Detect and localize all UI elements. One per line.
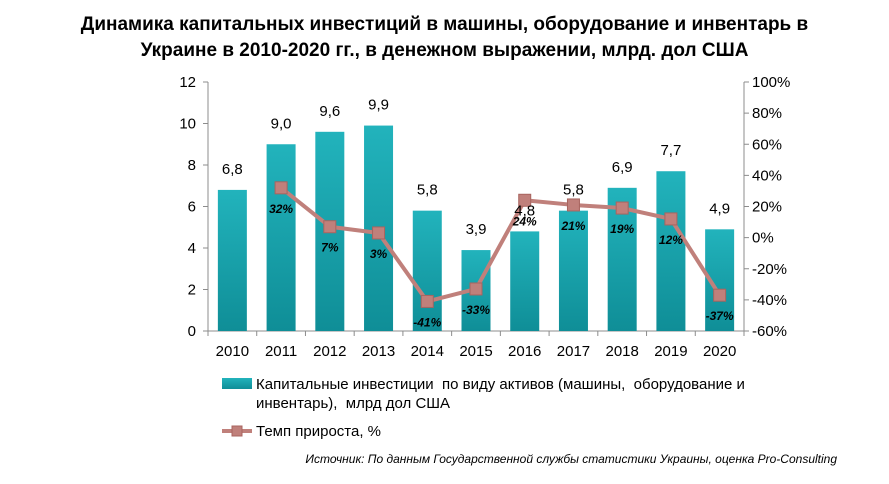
- growth-rate-marker: [518, 193, 532, 207]
- left-tick-label: 4: [188, 240, 196, 257]
- bar: [217, 189, 247, 331]
- left-tick-label: 8: [188, 157, 196, 174]
- growth-rate-marker: [469, 282, 483, 296]
- right-tick-label: 100%: [752, 74, 790, 91]
- left-tick-label: 12: [179, 74, 196, 91]
- growth-rate-label: -41%: [413, 315, 441, 329]
- axes-layer: 0 2 4 6 8 10 12 -60% -40% -20% 0% 20% 40% 60% 80% 100% 2…: [179, 74, 790, 360]
- bar-value-label: 4,8: [514, 202, 535, 219]
- bar-value-label: 3,9: [466, 221, 487, 238]
- chart-title-line-1: Динамика капитальных инвестиций в машины…: [80, 14, 809, 35]
- left-tick-label: 0: [188, 323, 196, 340]
- growth-rate-label: 32%: [269, 202, 293, 216]
- right-tick-label: 60%: [752, 136, 782, 153]
- source-note: Источник: По данным Государственной служ…: [305, 452, 837, 466]
- growth-rate-marker: [420, 294, 434, 308]
- right-tick-label: 20%: [752, 199, 782, 216]
- growth-rate-marker: [566, 198, 580, 212]
- x-tick-label: 2016: [508, 343, 541, 360]
- legend-label-bar: Капитальные инвестиции по виду активов (…: [256, 376, 745, 393]
- x-tick-label: 2020: [703, 343, 736, 360]
- legend: Капитальные инвестиции по виду активов (…: [222, 376, 745, 440]
- x-tick-label: 2014: [411, 343, 444, 360]
- x-tick-label: 2015: [459, 343, 492, 360]
- growth-rate-line: [279, 186, 722, 304]
- growth-rate-marker: [615, 201, 629, 215]
- right-tick-label: -20%: [752, 261, 787, 278]
- x-tick-label: 2013: [362, 343, 395, 360]
- left-tick-label: 10: [179, 116, 196, 133]
- growth-rate-label: 21%: [560, 219, 585, 233]
- growth-rate-label: 24%: [512, 214, 537, 228]
- x-tick-label: 2012: [313, 343, 346, 360]
- growth-rate-label: 7%: [321, 241, 339, 255]
- growth-rate-marker: [274, 181, 288, 195]
- growth-rate-label: -33%: [462, 303, 490, 317]
- legend-swatch-bar: [222, 378, 252, 389]
- bar-value-label: 6,8: [222, 161, 243, 178]
- bar-value-label: 5,8: [417, 182, 438, 199]
- legend-swatch-marker: [231, 425, 243, 437]
- growth-rate-marker: [713, 288, 727, 302]
- bar-value-label: 5,8: [563, 182, 584, 199]
- bar: [266, 144, 296, 331]
- bar: [510, 231, 540, 331]
- left-tick-label: 6: [188, 199, 196, 216]
- chart-title-line-2: Украине в 2010-2020 гг., в денежном выра…: [140, 40, 749, 61]
- x-tick-label: 2011: [265, 343, 297, 360]
- bar-value-label: 7,7: [660, 142, 681, 159]
- growth-rate-label: 3%: [370, 247, 388, 261]
- x-tick-label: 2019: [654, 343, 687, 360]
- growth-rate-marker: [323, 220, 337, 234]
- bar-value-label: 9,9: [368, 97, 389, 114]
- growth-rate-label: 19%: [610, 222, 634, 236]
- bar: [558, 210, 588, 331]
- x-tick-label: 2017: [557, 343, 590, 360]
- right-tick-label: 80%: [752, 105, 782, 122]
- bar: [656, 171, 686, 331]
- labels-layer: 6,8 9,0 9,6 9,9 5,8 3,9 4,8 5,8 6,9 7,7 4,9 32% 7% 3%…: [222, 97, 734, 330]
- growth-rate-marker: [664, 212, 678, 226]
- bar-value-label: 9,6: [319, 103, 340, 120]
- legend-label-line: Темп прироста, %: [256, 423, 381, 440]
- bar: [412, 210, 442, 331]
- x-tick-label: 2018: [605, 343, 638, 360]
- line-layer: [274, 181, 727, 308]
- right-tick-label: 0%: [752, 230, 774, 247]
- growth-rate-label: -37%: [706, 309, 734, 323]
- bar-value-label: 6,9: [612, 159, 633, 176]
- bar-value-label: 4,9: [709, 200, 730, 217]
- chart-title: Динамика капитальных инвестиций в машины…: [0, 12, 889, 64]
- right-tick-label: -60%: [752, 323, 787, 340]
- right-tick-label: -40%: [752, 292, 787, 309]
- growth-rate-label: 12%: [659, 233, 683, 247]
- legend-label-bar: инвентарь), млрд дол США: [256, 395, 450, 412]
- bar-value-label: 9,0: [271, 115, 292, 132]
- x-tick-label: 2010: [216, 343, 249, 360]
- growth-rate-marker: [372, 226, 386, 240]
- right-tick-label: 40%: [752, 167, 782, 184]
- left-tick-label: 2: [188, 282, 196, 299]
